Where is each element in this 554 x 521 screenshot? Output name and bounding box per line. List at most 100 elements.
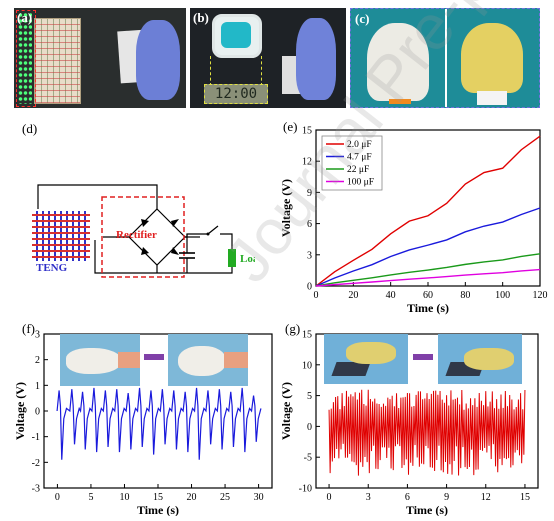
circuit-diagram: TENG Rectifier Load [32,184,255,278]
x-tick-label: 0 [314,290,319,301]
x-tick-label: 0 [55,492,60,503]
panel-label-f: (f) [22,321,35,336]
legend: 2.0 μF 4.7 μF 22 μF 100 μF [321,135,383,191]
x-tick-label: 15 [520,492,530,503]
x-tick-label: 100 [495,290,510,301]
y-tick-label: -1 [32,432,40,443]
glove-cuff-orange [389,99,411,104]
x-axis-label: Time (s) [137,503,179,516]
x-tick-label: 40 [386,290,396,301]
panel-label-d: (d) [22,121,38,136]
teng-textile-array [34,18,81,104]
watch [212,14,262,58]
chart-e: 0 20 40 60 80 100 120 0 3 6 9 12 15 Time (s) Voltage (… [279,126,548,316]
photo-c: (c) [350,8,540,108]
gloved-hand [296,18,336,100]
photo-a: (a) [14,8,186,108]
y-tick-label: 0 [307,282,312,293]
panel-label-c: (c) [355,11,370,26]
wire [37,184,158,209]
y-tick-label: 6 [307,219,312,230]
photo-b: 12:00 (b) [190,8,346,108]
legend-label: 4.7 μF [347,153,372,163]
series-line [315,207,541,287]
panel-label-a: (a) [17,10,33,25]
x-tick-label: 5 [88,492,93,503]
zoom-connector [210,56,262,86]
y-tick-label: 3 [35,330,40,341]
highlight-box [16,10,36,107]
y-axis-label: Voltage (V) [279,179,293,237]
chart-f: 0 5 10 15 20 25 30 -3 -2 -1 0 1 2 3 Time (s) Voltage (V… [14,330,273,516]
switch-lever [207,225,219,235]
load-label: Load [240,253,255,265]
y-axis-label: Voltage (V) [279,382,293,440]
x-tick-label: 6 [405,492,410,503]
rectifier-label: Rectifier [116,229,157,241]
x-tick-label: 20 [187,492,197,503]
panel-label-e: (e) [283,119,298,134]
double-arrow-f [144,354,164,360]
y-tick-label: 0 [35,407,40,418]
y-tick-label: 15 [302,330,312,341]
panel-label-b: (b) [193,10,209,25]
series-line [315,253,541,287]
x-tick-label: 9 [444,492,449,503]
glove-white [367,23,429,101]
led-array [18,12,32,104]
inset-f-left [60,334,140,386]
y-axis-label: Voltage (V) [14,382,27,440]
x-axis-label: Time (s) [406,503,448,516]
series-line [56,387,262,460]
wire [220,233,233,249]
double-arrow-g [413,354,433,360]
inset-g-left [324,334,408,384]
inset-f-right [168,334,248,386]
panel-label-g: (g) [285,321,301,336]
legend-label: 100 μF [347,178,374,188]
x-tick-label: 80 [460,290,470,301]
y-tick-label: -3 [32,484,40,495]
y-tick-label: 2 [35,355,40,366]
y-tick-label: 5 [307,391,312,402]
chart-g: 0 3 6 9 12 15 -10 -5 0 5 10 15 Time (s) Voltage (V) [279,330,539,516]
y-tick-label: 1 [35,381,40,392]
rectifier-box [101,196,185,278]
legend-label: 2.0 μF [347,140,372,150]
divider [445,9,447,107]
glove-cuff-white [477,91,507,105]
y-tick-label: 12 [302,157,312,168]
x-tick-label: 25 [220,492,230,503]
series-line [328,389,526,476]
wire [94,240,157,274]
y-tick-label: -2 [32,458,40,469]
x-axis-label: Time (s) [407,301,449,315]
teng-grid [32,211,90,261]
x-tick-label: 15 [153,492,163,503]
x-tick-label: 60 [423,290,433,301]
x-tick-label: 10 [119,492,129,503]
glove-yellow [461,23,523,93]
series-line [315,135,541,287]
y-tick-label: 9 [307,188,312,199]
y-tick-label: 3 [307,250,312,261]
wire [157,263,233,274]
y-tick-label: 0 [307,422,312,433]
plot-frame [315,333,539,489]
x-tick-label: 12 [481,492,491,503]
x-tick-label: 30 [254,492,264,503]
y-tick-label: 15 [302,126,312,137]
y-tick-label: -10 [299,484,312,495]
x-tick-label: 3 [366,492,371,503]
x-tick-label: 0 [327,492,332,503]
load-resistor [228,249,236,267]
x-tick-label: 20 [348,290,358,301]
series-line [315,268,541,287]
y-tick-label: 10 [302,360,312,371]
y-tick-label: -5 [304,453,312,464]
watch-lcd-zoom: 12:00 [204,84,268,104]
gloved-hand [136,20,180,100]
teng-label: TENG [36,262,68,274]
legend-label: 22 μF [347,165,369,175]
x-tick-label: 120 [533,290,548,301]
